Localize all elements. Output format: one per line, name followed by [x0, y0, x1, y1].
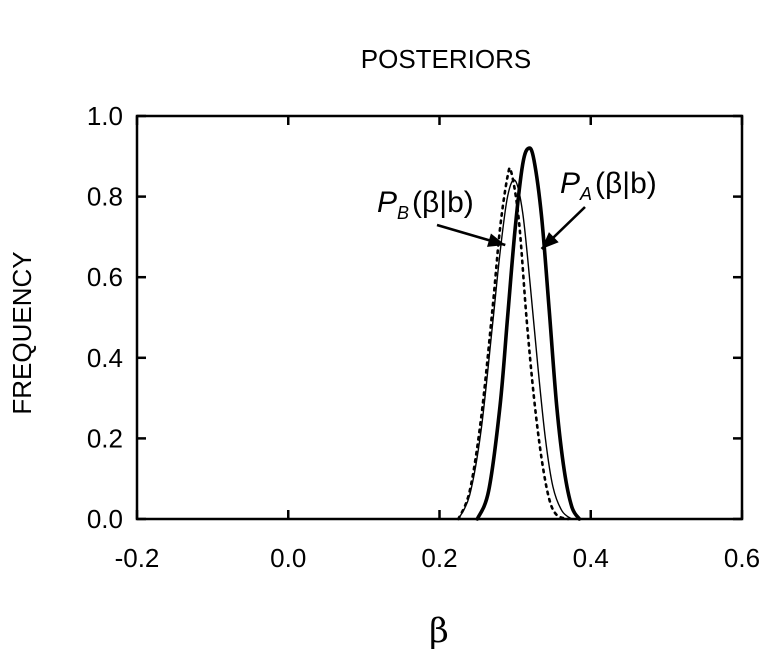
chart-title: POSTERIORS	[361, 44, 531, 74]
annotation-layer: PB (β|b) PA (β|b)	[377, 167, 657, 250]
x-axis-label: β	[429, 611, 449, 651]
y-tick-label: 0.0	[87, 504, 123, 534]
series-layer	[457, 146, 582, 521]
x-tick-label: 0.0	[270, 543, 306, 573]
x-axis-ticks: -0.2 0.0 0.2 0.4 0.6	[115, 116, 760, 573]
x-tick-label: 0.2	[421, 543, 457, 573]
series-dotted-curve	[457, 166, 570, 521]
annotation-label-pb: PB (β|b)	[377, 186, 474, 223]
annotation-arrowhead-pb	[487, 233, 506, 247]
y-axis-label: FREQUENCY	[7, 251, 37, 414]
x-tick-label: -0.2	[115, 543, 160, 573]
y-tick-label: 1.0	[87, 101, 123, 131]
y-axis-ticks: 0.0 0.2 0.4 0.6 0.8 1.0	[87, 101, 742, 534]
y-tick-label: 0.2	[87, 423, 123, 453]
series-pa-curve	[475, 146, 582, 521]
series-pb-curve	[457, 179, 573, 520]
x-tick-label: 0.6	[724, 543, 760, 573]
y-tick-label: 0.8	[87, 182, 123, 212]
y-tick-label: 0.4	[87, 343, 123, 373]
annotation-arrowhead-pa	[541, 232, 559, 249]
annotation-label-pa: PA (β|b)	[560, 167, 657, 204]
y-tick-label: 0.6	[87, 262, 123, 292]
x-tick-label: 0.4	[573, 543, 609, 573]
